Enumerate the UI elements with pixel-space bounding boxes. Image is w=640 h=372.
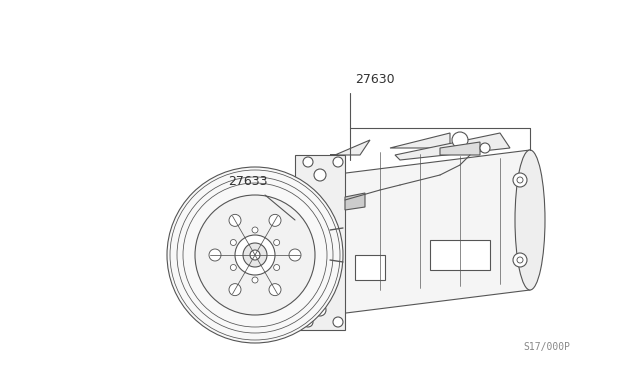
Circle shape — [269, 283, 281, 296]
Circle shape — [269, 214, 281, 226]
Polygon shape — [330, 150, 530, 315]
Circle shape — [517, 257, 523, 263]
Circle shape — [167, 167, 343, 343]
Polygon shape — [395, 133, 510, 160]
Polygon shape — [440, 142, 480, 155]
Circle shape — [252, 227, 258, 233]
Circle shape — [314, 214, 326, 226]
Text: S17/000P: S17/000P — [523, 342, 570, 352]
Circle shape — [243, 243, 267, 267]
FancyBboxPatch shape — [430, 240, 490, 270]
Circle shape — [229, 283, 241, 296]
Circle shape — [235, 235, 275, 275]
Text: 27630: 27630 — [355, 73, 395, 86]
Circle shape — [303, 157, 313, 167]
Circle shape — [480, 143, 490, 153]
Text: 27633: 27633 — [228, 175, 268, 188]
Circle shape — [517, 177, 523, 183]
Circle shape — [274, 264, 280, 270]
Polygon shape — [295, 155, 345, 330]
Circle shape — [195, 195, 315, 315]
Circle shape — [333, 317, 343, 327]
Circle shape — [250, 250, 260, 260]
Circle shape — [230, 240, 236, 246]
Circle shape — [452, 132, 468, 148]
Polygon shape — [390, 133, 450, 148]
Polygon shape — [345, 193, 365, 210]
Circle shape — [229, 214, 241, 226]
Circle shape — [333, 157, 343, 167]
Circle shape — [513, 173, 527, 187]
Polygon shape — [330, 140, 370, 155]
Circle shape — [209, 249, 221, 261]
Circle shape — [314, 169, 326, 181]
Circle shape — [252, 277, 258, 283]
Circle shape — [274, 240, 280, 246]
FancyBboxPatch shape — [355, 255, 385, 280]
Circle shape — [314, 304, 326, 316]
Ellipse shape — [515, 150, 545, 290]
Circle shape — [230, 264, 236, 270]
Circle shape — [314, 269, 326, 281]
Circle shape — [289, 249, 301, 261]
Circle shape — [303, 317, 313, 327]
Circle shape — [513, 253, 527, 267]
